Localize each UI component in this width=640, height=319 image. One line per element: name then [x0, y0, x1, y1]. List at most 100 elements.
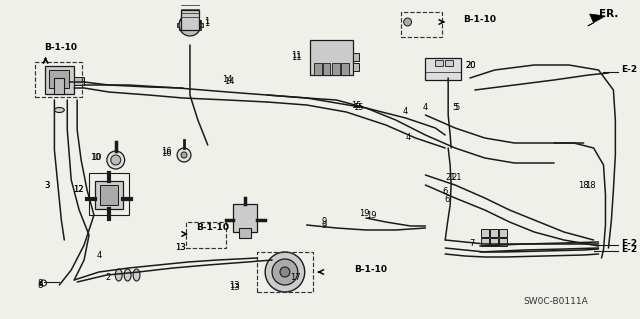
Bar [353, 63, 359, 71]
Bar [445, 60, 453, 66]
Text: 17: 17 [290, 272, 301, 281]
Text: 15: 15 [353, 102, 364, 112]
Text: 8: 8 [37, 278, 42, 287]
Text: 4: 4 [423, 103, 428, 113]
Bar [54, 78, 64, 94]
Bar [257, 252, 312, 292]
Text: 20: 20 [465, 61, 476, 70]
Text: SW0C-B0111A: SW0C-B0111A [524, 296, 588, 306]
Text: E-2: E-2 [621, 240, 637, 249]
Text: 3: 3 [44, 181, 49, 189]
Bar [401, 12, 442, 37]
Text: 4: 4 [96, 250, 102, 259]
Text: 13: 13 [229, 280, 240, 290]
Bar [314, 63, 321, 75]
Bar [191, 18, 195, 22]
Text: 6: 6 [445, 196, 450, 204]
Text: 6: 6 [442, 188, 448, 197]
Text: E-2: E-2 [621, 246, 637, 255]
Text: 13: 13 [229, 283, 240, 292]
Text: 16: 16 [161, 147, 172, 157]
Circle shape [107, 151, 125, 169]
Bar [353, 53, 359, 61]
Circle shape [181, 152, 187, 158]
Text: 1: 1 [204, 19, 209, 28]
Circle shape [280, 267, 290, 277]
Bar [426, 58, 461, 80]
Text: 16: 16 [161, 149, 172, 158]
Text: 9: 9 [322, 220, 327, 229]
Bar [196, 26, 201, 30]
Bar [74, 77, 84, 85]
Bar [323, 63, 330, 75]
Text: 8: 8 [37, 280, 42, 290]
Bar [481, 238, 489, 246]
Circle shape [185, 20, 195, 30]
Bar [181, 10, 199, 30]
Text: 9: 9 [322, 218, 327, 226]
Ellipse shape [124, 269, 131, 281]
Text: 5: 5 [452, 103, 458, 113]
Bar [184, 28, 189, 32]
Text: 21: 21 [452, 174, 462, 182]
Text: B-1-10: B-1-10 [196, 224, 229, 233]
Bar [186, 222, 225, 248]
Text: 1: 1 [204, 18, 209, 26]
Bar [179, 26, 183, 30]
Bar [89, 173, 129, 215]
Text: FR.: FR. [599, 9, 618, 19]
Bar [310, 40, 353, 75]
Text: 11: 11 [291, 53, 301, 62]
Circle shape [179, 14, 201, 36]
Text: B-1-10: B-1-10 [354, 265, 387, 275]
Text: 7: 7 [470, 240, 475, 249]
Bar [100, 185, 118, 205]
Text: 21: 21 [445, 174, 456, 182]
Text: B-1-10: B-1-10 [463, 14, 496, 24]
Circle shape [272, 259, 298, 285]
Text: 11: 11 [291, 50, 301, 60]
Bar [481, 229, 489, 237]
Text: 2: 2 [106, 272, 111, 281]
Text: 12: 12 [74, 186, 84, 195]
Bar [196, 20, 201, 24]
Text: B-1-10: B-1-10 [45, 43, 77, 53]
Bar [95, 181, 123, 209]
Bar [239, 228, 252, 238]
Text: 20: 20 [465, 61, 476, 70]
Bar [435, 60, 444, 66]
Bar [177, 23, 181, 27]
Text: 5: 5 [454, 103, 460, 113]
Bar [45, 66, 74, 94]
Text: E-2: E-2 [621, 65, 637, 75]
Text: 10: 10 [90, 153, 101, 162]
Bar [35, 62, 82, 97]
Text: 4: 4 [406, 133, 412, 143]
Bar [199, 23, 203, 27]
Text: 4: 4 [403, 108, 408, 116]
Text: 14: 14 [224, 78, 235, 86]
Bar [499, 229, 506, 237]
Circle shape [177, 148, 191, 162]
Bar [490, 238, 498, 246]
Circle shape [111, 155, 121, 165]
Circle shape [40, 280, 47, 286]
Text: 13: 13 [175, 243, 186, 253]
Ellipse shape [54, 108, 64, 113]
Text: 14: 14 [222, 76, 233, 85]
Bar [490, 229, 498, 237]
Text: 13: 13 [175, 243, 186, 253]
Text: 15: 15 [351, 100, 362, 109]
Text: 18: 18 [586, 181, 596, 189]
Ellipse shape [133, 269, 140, 281]
Text: 12: 12 [72, 186, 83, 195]
Bar [234, 204, 257, 232]
Text: 3: 3 [44, 181, 49, 189]
Circle shape [404, 18, 412, 26]
Circle shape [265, 252, 305, 292]
Bar [49, 70, 69, 88]
Bar [179, 20, 183, 24]
Text: 19: 19 [359, 210, 369, 219]
Text: 19: 19 [365, 211, 376, 219]
Bar [341, 63, 349, 75]
